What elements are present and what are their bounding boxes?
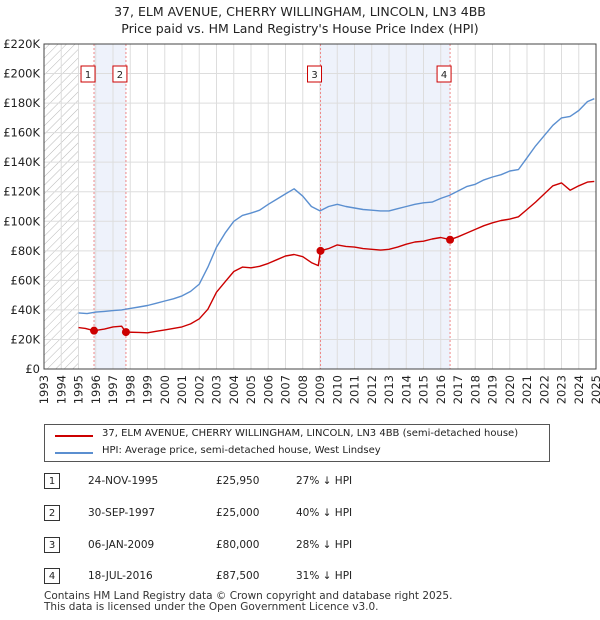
transaction-badge: 1	[44, 473, 60, 489]
x-tick-label: 2025	[589, 375, 600, 404]
ownership-band	[320, 44, 451, 369]
x-tick-label: 2006	[261, 375, 275, 404]
legend: 37, ELM AVENUE, CHERRY WILLINGHAM, LINCO…	[44, 424, 550, 462]
y-tick-label: £160K	[3, 126, 40, 140]
y-tick-label: £200K	[3, 67, 40, 81]
x-tick-label: 2001	[175, 375, 189, 404]
transaction-badge: 4	[44, 568, 60, 584]
x-tick-label: 2010	[330, 375, 344, 404]
transaction-date: 18-JUL-2016	[88, 570, 153, 582]
table-row: 1 24-NOV-1995 £25,950 27% ↓ HPI	[44, 472, 564, 492]
x-tick-label: 1998	[123, 375, 137, 404]
x-tick-label: 2020	[503, 375, 517, 404]
y-tick-label: £220K	[3, 37, 40, 51]
y-tick-label: £20K	[11, 332, 41, 346]
x-tick-label: 2014	[399, 375, 413, 404]
sale-label-box: 1	[80, 65, 96, 83]
sale-label-text: 3	[311, 70, 317, 81]
sale-label-box: 4	[436, 65, 452, 83]
transaction-price: £25,950	[216, 475, 260, 487]
transaction-date: 30-SEP-1997	[88, 507, 156, 519]
sale-point	[121, 328, 130, 337]
x-tick-label: 2018	[468, 375, 482, 404]
x-tick-label: 2022	[537, 375, 551, 404]
price-chart: £0 £20K £40K £60K £80K £100K £120K £140K £160K £1…	[3, 37, 600, 404]
legend-hpi-swatch	[55, 452, 93, 454]
transaction-badge: 3	[44, 537, 60, 553]
sale-label-frame	[307, 65, 323, 83]
y-tick-label: £120K	[3, 185, 40, 199]
sale-point	[90, 326, 99, 335]
x-tick-label: 2012	[365, 375, 379, 404]
transaction-hpi-diff: 27% ↓ HPI	[296, 475, 353, 487]
legend-price-swatch	[55, 435, 93, 437]
y-tick-label: £180K	[3, 96, 40, 110]
footer-attribution: Contains HM Land Registry data © Crown c…	[44, 591, 452, 613]
x-tick-label: 2023	[555, 375, 569, 404]
y-tick-label: £40K	[11, 303, 41, 317]
legend-price-label: 37, ELM AVENUE, CHERRY WILLINGHAM, LINCO…	[102, 428, 519, 439]
y-tick-label: £0	[25, 362, 40, 376]
sale-label-frame	[80, 65, 96, 83]
x-tick-label: 2003	[210, 375, 224, 404]
transaction-hpi-diff: 31% ↓ HPI	[296, 570, 353, 582]
transaction-price: £80,000	[216, 539, 260, 551]
sale-point	[446, 235, 455, 244]
x-tick-label: 2000	[158, 375, 172, 404]
sale-label-box: 2	[112, 65, 128, 83]
x-tick-label: 2015	[417, 375, 431, 404]
title-line-1: 37, ELM AVENUE, CHERRY WILLINGHAM, LINCO…	[114, 4, 486, 19]
transaction-date: 24-NOV-1995	[88, 475, 159, 487]
table-row: 4 18-JUL-2016 £87,500 31% ↓ HPI	[44, 567, 564, 587]
x-tick-label: 2021	[520, 375, 534, 404]
y-tick-label: £60K	[11, 273, 41, 287]
x-tick-label: 1996	[89, 375, 103, 404]
x-tick-label: 2019	[486, 375, 500, 404]
x-tick-label: 1993	[37, 375, 51, 404]
x-tick-label: 2017	[451, 375, 465, 404]
table-row: 3 06-JAN-2009 £80,000 28% ↓ HPI	[44, 536, 564, 556]
x-tick-label: 1999	[141, 375, 155, 404]
transaction-date: 06-JAN-2009	[88, 539, 155, 551]
x-tick-label: 2007	[279, 375, 293, 404]
transaction-badge: 2	[44, 505, 60, 521]
x-tick-label: 1997	[106, 375, 120, 404]
x-tick-label: 2004	[227, 375, 241, 404]
ownership-band	[94, 44, 126, 369]
footer-line-1: Contains HM Land Registry data © Crown c…	[44, 590, 453, 602]
plot-frame	[43, 43, 597, 370]
title-line-2: Price paid vs. HM Land Registry's House …	[121, 21, 479, 36]
transaction-hpi-diff: 40% ↓ HPI	[296, 507, 353, 519]
footer-line-2: This data is licensed under the Open Gov…	[44, 601, 379, 613]
sale-label-frame	[436, 65, 452, 83]
x-tick-label: 2002	[192, 375, 206, 404]
x-tick-label: 2011	[348, 375, 362, 404]
y-tick-label: £100K	[3, 214, 40, 228]
legend-hpi-label: HPI: Average price, semi-detached house,…	[102, 445, 381, 456]
chart-title: 37, ELM AVENUE, CHERRY WILLINGHAM, LINCO…	[0, 3, 600, 37]
sale-label-text: 1	[85, 70, 91, 81]
x-tick-label: 1994	[54, 375, 68, 404]
x-tick-label: 1995	[72, 375, 86, 404]
x-tick-label: 2024	[572, 375, 586, 404]
y-tick-label: £80K	[11, 244, 41, 258]
table-row: 2 30-SEP-1997 £25,000 40% ↓ HPI	[44, 504, 564, 524]
sale-label-box: 3	[307, 65, 323, 83]
transaction-price: £87,500	[216, 570, 260, 582]
hpi-line	[78, 98, 595, 315]
x-tick-label: 2013	[382, 375, 396, 404]
price-paid-line	[78, 180, 595, 334]
transaction-price: £25,000	[216, 507, 260, 519]
sale-label-text: 2	[117, 70, 123, 81]
x-tick-label: 2009	[313, 375, 327, 404]
sale-label-frame	[112, 65, 128, 83]
y-tick-label: £140K	[3, 155, 40, 169]
transaction-hpi-diff: 28% ↓ HPI	[296, 539, 353, 551]
x-tick-label: 2016	[434, 375, 448, 404]
x-tick-label: 2008	[296, 375, 310, 404]
x-tick-label: 2005	[244, 375, 258, 404]
sale-point	[316, 246, 325, 255]
sale-label-text: 4	[441, 70, 447, 81]
